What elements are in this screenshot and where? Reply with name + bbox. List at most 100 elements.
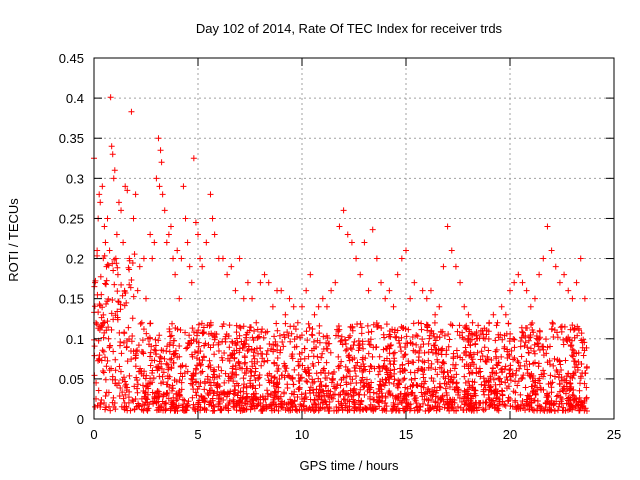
data-point [257,350,264,357]
data-point [271,407,278,414]
data-point [235,389,242,396]
data-point [236,345,243,352]
data-point [335,323,342,330]
data-point [444,223,451,230]
data-point [465,365,472,372]
data-point [184,344,191,351]
data-point [190,329,197,336]
data-point [153,175,160,182]
data-point [303,287,310,294]
data-point [361,239,368,246]
data-point [218,367,225,374]
data-point [427,287,434,294]
data-point [542,336,549,343]
data-point [103,263,110,270]
data-point [349,327,356,334]
data-point [97,199,104,206]
data-point [112,312,119,319]
data-point [439,394,446,401]
data-point [236,332,243,339]
data-point [323,345,330,352]
data-point [522,339,529,346]
data-point [559,407,566,414]
data-point [381,363,388,370]
data-point [527,399,534,406]
data-point [449,401,456,408]
data-point [188,279,195,286]
data-point [400,376,407,383]
data-point [298,349,305,356]
data-point [316,339,323,346]
data-point [124,187,131,194]
data-point [542,400,549,407]
data-point [546,407,553,414]
data-point [167,356,174,363]
data-point [495,359,502,366]
data-point [355,337,362,344]
data-point [445,373,452,380]
data-points [91,94,590,414]
data-point [263,405,270,412]
data-point [114,264,121,271]
data-point [411,279,418,286]
data-point [425,401,432,408]
data-point [489,402,496,409]
data-point [96,191,103,198]
data-point [335,353,342,360]
data-point [512,397,519,404]
data-point [555,374,562,381]
data-point [319,295,326,302]
data-point [224,271,231,278]
data-point [144,383,151,390]
data-point [92,279,99,286]
data-point [569,406,576,413]
data-point [421,359,428,366]
data-point [138,406,145,413]
data-point [435,400,442,407]
data-point [163,348,170,355]
data-point [158,380,165,387]
data-point [548,384,555,391]
data-point [291,366,298,373]
data-point [290,381,297,388]
data-point [413,399,420,406]
data-point [217,407,224,414]
data-point [165,231,172,238]
data-point [176,343,183,350]
data-point [388,342,395,349]
data-point [576,387,583,394]
data-point [338,333,345,340]
data-point [162,406,169,413]
data-point [193,392,200,399]
data-point [382,399,389,406]
data-point [469,319,476,326]
data-point [421,349,428,356]
data-point [465,332,472,339]
data-point [561,376,568,383]
data-point [429,349,436,356]
data-point [288,399,295,406]
data-point [360,360,367,367]
data-point [364,387,371,394]
data-point [381,334,388,341]
data-point [318,354,325,361]
data-point [524,325,531,332]
data-point [376,385,383,392]
data-point [145,335,152,342]
data-point [398,334,405,341]
data-point [143,406,150,413]
data-point [560,341,567,348]
data-point [105,335,112,342]
data-point [259,355,266,362]
data-point [351,338,358,345]
data-point [416,349,423,356]
data-point [419,367,426,374]
data-point [527,373,534,380]
data-point [420,374,427,381]
data-point [240,295,247,302]
data-point [226,344,233,351]
data-point [490,311,497,318]
data-point [386,331,393,338]
data-point [243,383,250,390]
data-point [229,351,236,358]
